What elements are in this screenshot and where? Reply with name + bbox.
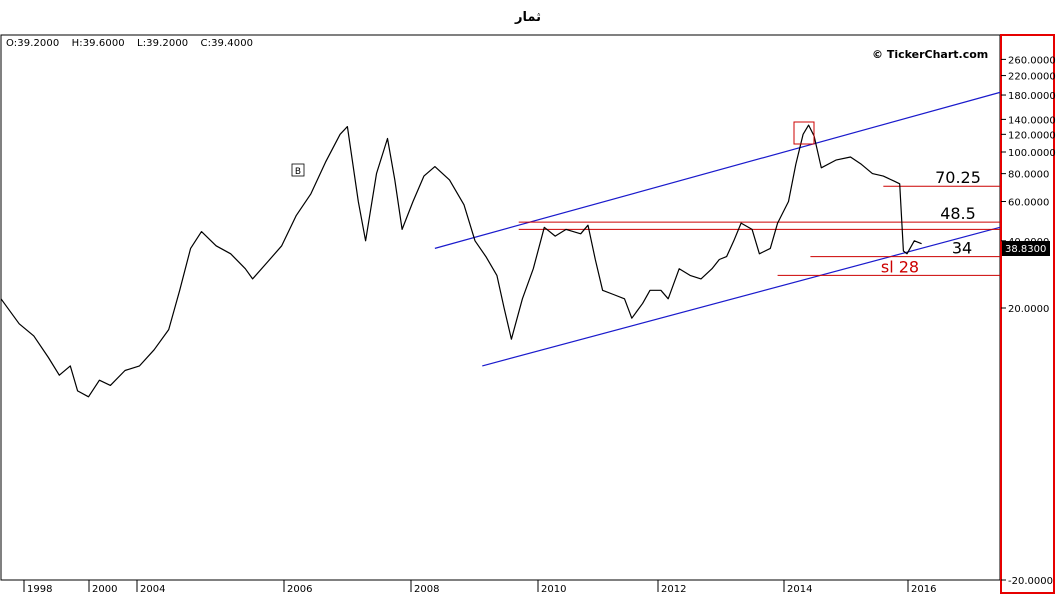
price-series-line [0,124,922,398]
x-tick-label: 2016 [911,584,936,595]
x-tick-label: 2008 [414,584,439,595]
level-label: 70.25 [935,168,981,187]
y-tick-label: 20.0000 [1008,304,1049,315]
x-tick-label: 2010 [541,584,566,595]
open-value: O:39.2000 [6,38,60,49]
svg-text:B: B [295,167,301,177]
x-tick-label: 2006 [287,584,312,595]
chart-title: ثمار [515,10,541,25]
y-tick-label: 100.0000 [1008,148,1056,159]
svg-text:38.8300: 38.8300 [1005,244,1046,255]
x-tick-label: 1998 [27,584,52,595]
low-value: L:39.2000 [137,38,189,49]
plot-frame [0,34,1001,581]
level-label: 48.5 [940,204,976,223]
channel-line-upper [434,91,1001,249]
close-value: C:39.4000 [200,38,254,49]
x-tick-label: 2014 [787,584,812,595]
x-tick-label: 2000 [92,584,117,595]
watermark: © TickerChart.com [872,48,989,61]
last-price-tag: 38.8300 [1002,241,1050,256]
level-label: 34 [952,239,972,258]
high-value: H:39.6000 [71,38,125,49]
y-tick-label: 80.0000 [1008,170,1049,181]
y-tick-label: 220.0000 [1008,72,1056,83]
y-tick-label: -20.0000 [1008,576,1053,587]
channel-line-lower [482,226,1001,367]
level-label: sl 28 [881,257,919,276]
marker-b: B [291,163,305,177]
x-tick-label: 2004 [140,584,165,595]
x-tick-label: 2012 [661,584,686,595]
y-tick-label: 260.0000 [1008,55,1056,66]
y-tick-label: 120.0000 [1008,130,1056,141]
y-tick-label: 180.0000 [1008,91,1056,102]
y-tick-label: 140.0000 [1008,115,1056,126]
price-axis-frame [1000,34,1055,594]
peak-highlight-box [793,121,815,145]
y-tick-label: 60.0000 [1008,198,1049,209]
ohlc-readout: O:39.2000 H:39.6000 L:39.2000 C:39.4000 [6,38,262,49]
